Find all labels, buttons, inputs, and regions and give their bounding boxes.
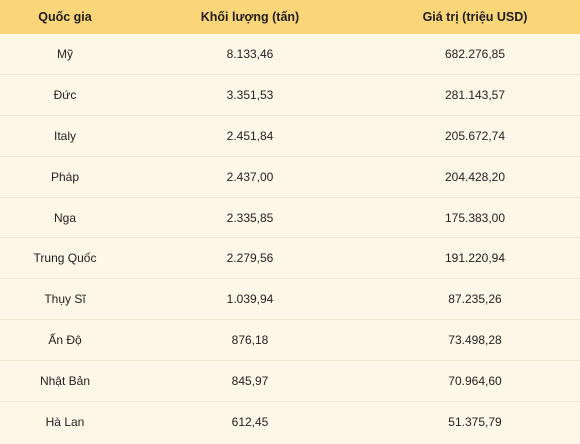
value-cell: 70.964,60 — [448, 374, 502, 389]
volume-cell: 845,97 — [231, 374, 269, 389]
table-row: Đức 3.351,53 281.143,57 — [0, 75, 580, 116]
table-row: Mỹ 8.133,46 682.276,85 — [0, 34, 580, 75]
volume-cell: 8.133,46 — [226, 46, 274, 61]
country-cell: Mỹ — [57, 46, 73, 61]
column-header-country: Quốc gia — [38, 10, 92, 24]
country-cell: Pháp — [50, 169, 80, 184]
country-cell: Đức — [53, 87, 77, 102]
value-cell: 191.220,94 — [444, 251, 506, 266]
volume-cell: 2.335,85 — [226, 210, 274, 225]
table-header: Quốc gia Khối lượng (tấn) Giá trị (triệu… — [0, 0, 580, 34]
volume-cell: 876,18 — [231, 333, 269, 348]
value-cell: 87.235,26 — [448, 292, 502, 307]
table-row: Nga 2.335,85 175.383,00 — [0, 198, 580, 239]
country-cell: Nga — [53, 210, 76, 225]
country-cell: Nhật Bản — [39, 374, 91, 389]
volume-cell: 2.451,84 — [226, 128, 274, 143]
value-cell: 682.276,85 — [444, 46, 506, 61]
table-row: Ấn Độ 876,18 73.498,28 — [0, 320, 580, 362]
column-header-volume: Khối lượng (tấn) — [200, 10, 300, 24]
column-header-value: Giá trị (triệu USD) — [422, 10, 528, 24]
value-cell: 51.375,79 — [448, 415, 502, 430]
value-cell: 73.498,28 — [448, 333, 502, 348]
volume-cell: 2.279,56 — [226, 251, 274, 266]
country-cell: Trung Quốc — [33, 251, 97, 266]
country-cell: Ấn Độ — [48, 333, 82, 348]
volume-cell: 2.437,00 — [226, 169, 274, 184]
table-row: Pháp 2.437,00 204.428,20 — [0, 157, 580, 198]
table-row: Italy 2.451,84 205.672,74 — [0, 116, 580, 157]
table-row: Nhật Bản 845,97 70.964,60 — [0, 361, 580, 403]
value-cell: 205.672,74 — [444, 128, 506, 143]
value-cell: 281.143,57 — [444, 87, 506, 102]
table-body: Mỹ 8.133,46 682.276,85 Đức 3.351,53 281.… — [0, 34, 580, 443]
country-cell: Hà Lan — [45, 415, 85, 430]
value-cell: 204.428,20 — [444, 169, 506, 184]
table-row: Hà Lan 612,45 51.375,79 — [0, 402, 580, 443]
table-row: Trung Quốc 2.279,56 191.220,94 — [0, 238, 580, 280]
volume-cell: 1.039,94 — [226, 292, 274, 307]
value-cell: 175.383,00 — [444, 210, 506, 225]
table-row: Thụy Sĩ 1.039,94 87.235,26 — [0, 279, 580, 321]
volume-cell: 3.351,53 — [226, 87, 274, 102]
volume-cell: 612,45 — [231, 415, 269, 430]
country-cell: Italy — [53, 128, 76, 143]
country-cell: Thụy Sĩ — [44, 292, 86, 307]
